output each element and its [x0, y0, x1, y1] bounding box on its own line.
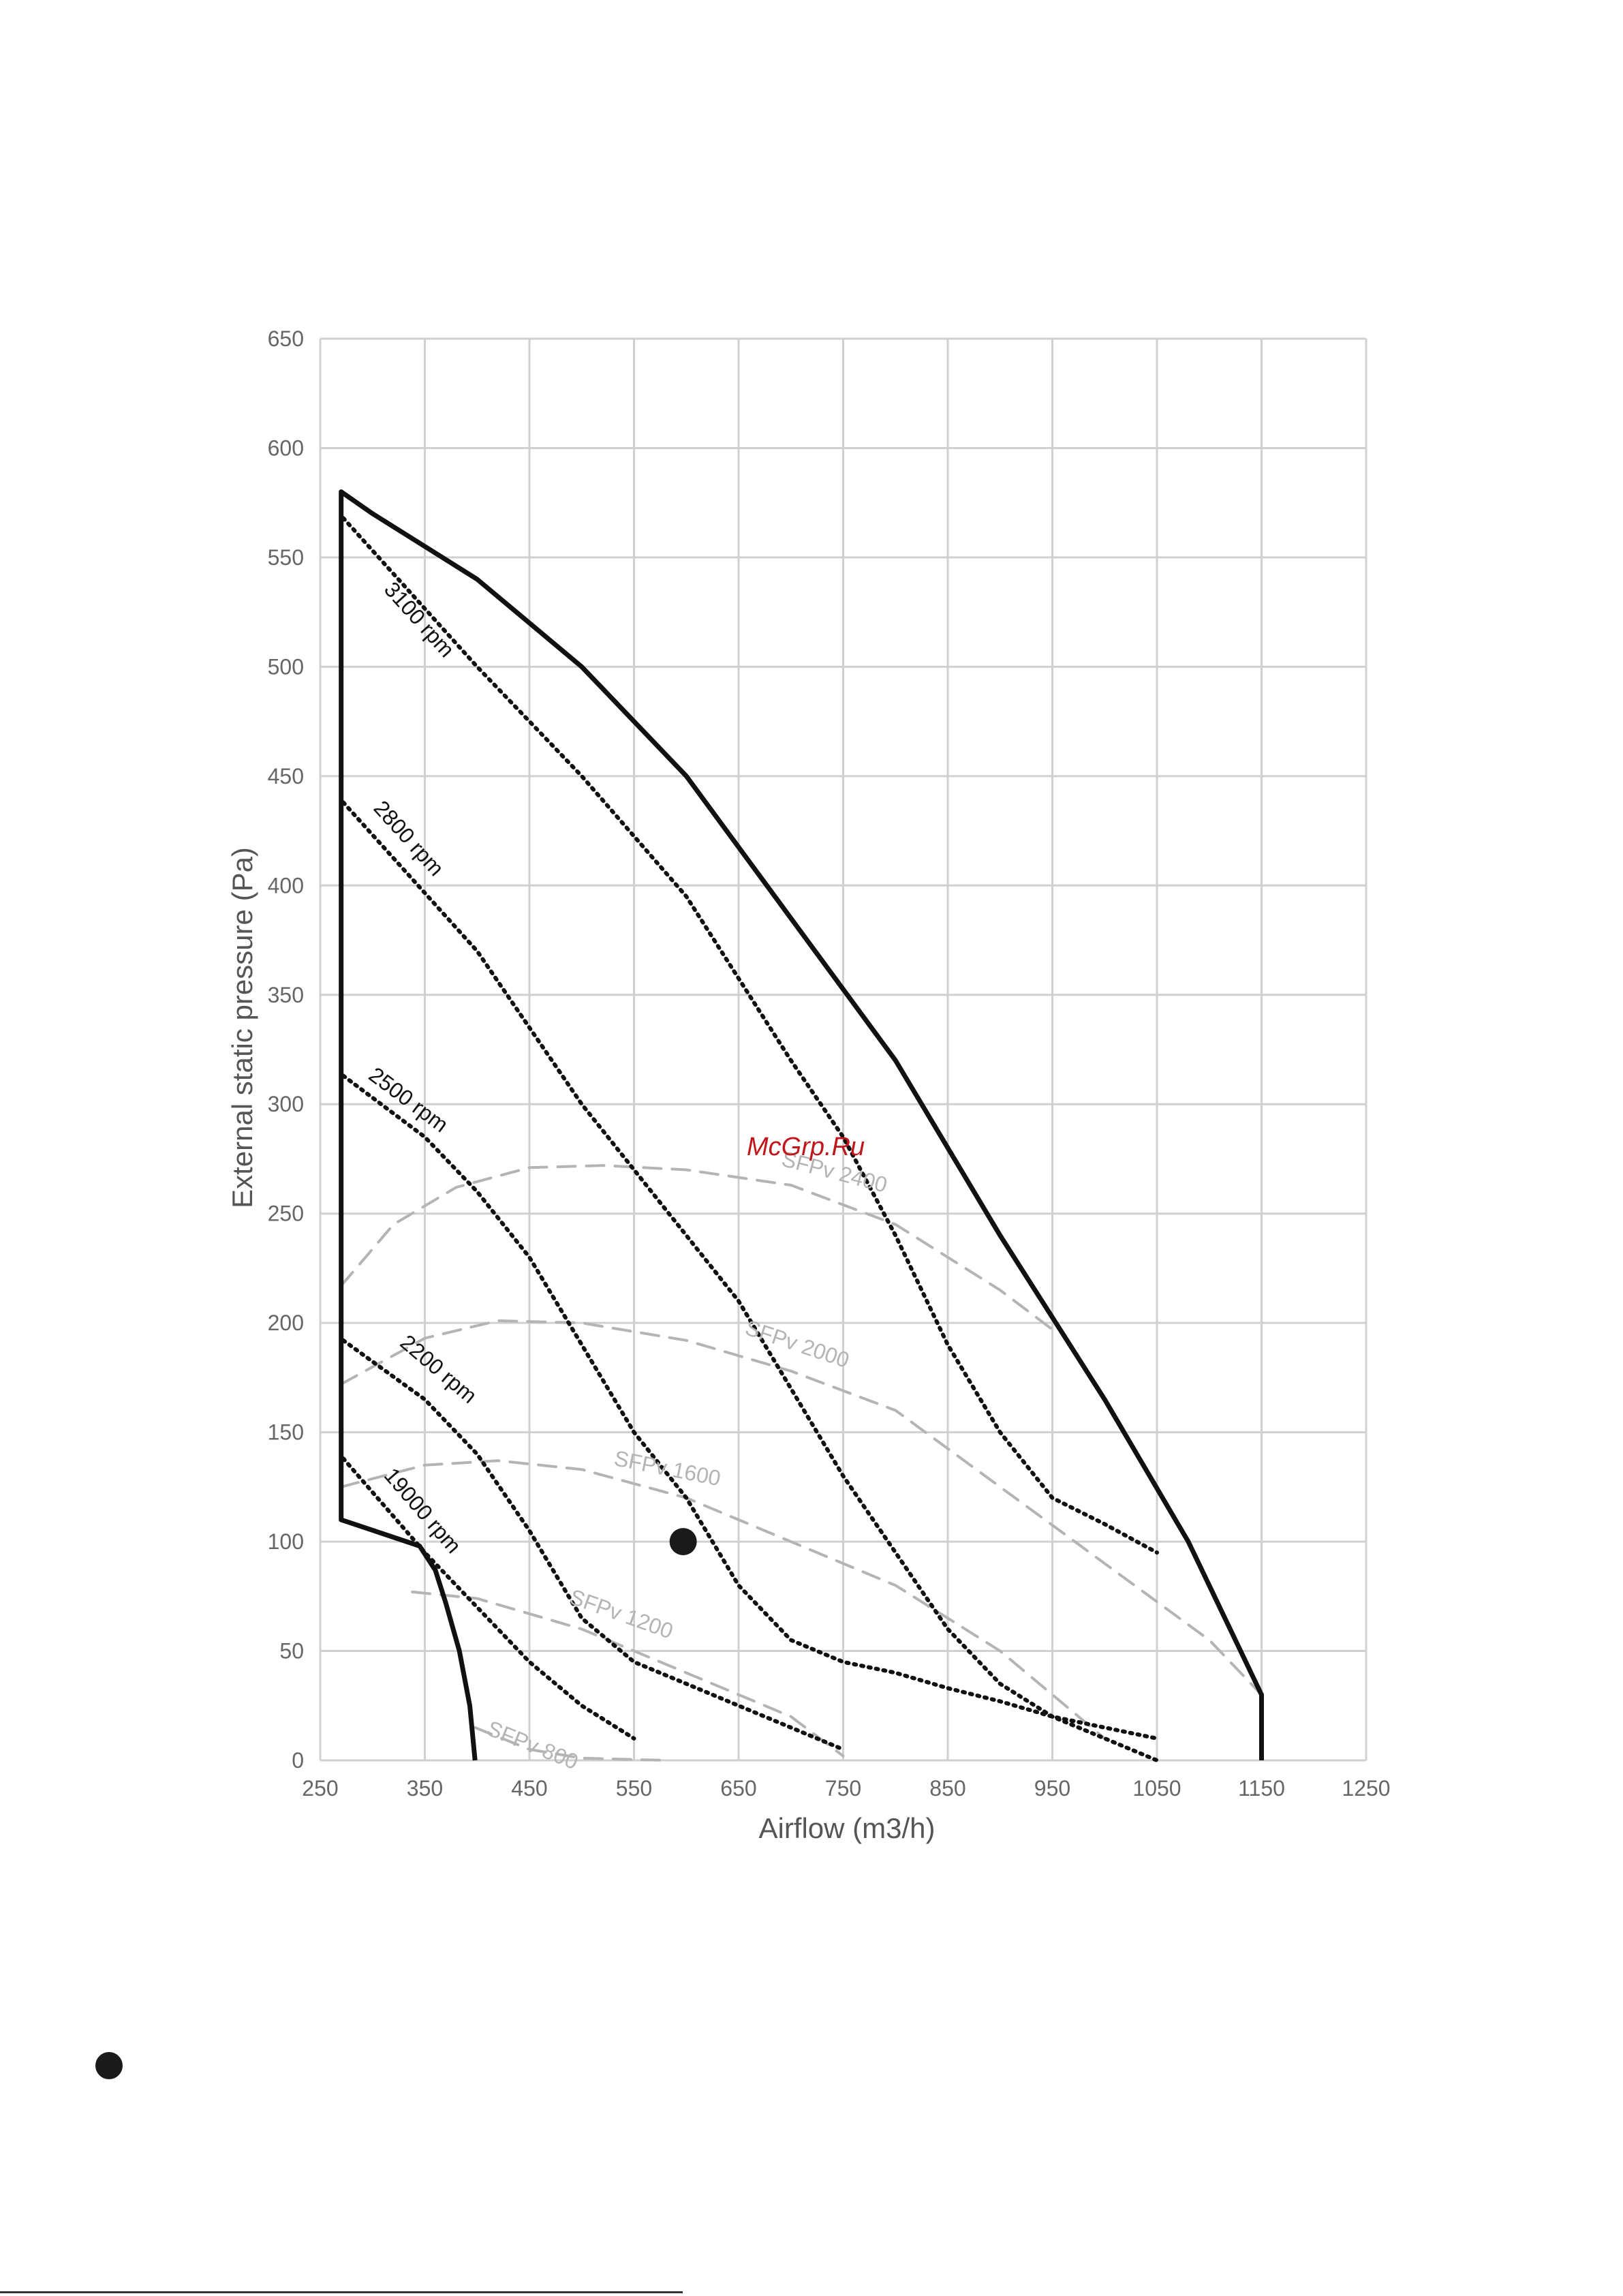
series-2200-rpm: [341, 1338, 846, 1751]
y-tick-label: 150: [268, 1420, 304, 1445]
y-tick-label: 450: [268, 764, 304, 789]
legend-operating-point-marker: [95, 2052, 123, 2079]
series-label-sfpv-1600: SFPv 1600: [612, 1445, 722, 1490]
operating-point: [669, 1528, 697, 1556]
y-tick-label: 100: [268, 1529, 304, 1554]
series-sfpv-2400: [339, 1164, 1054, 1331]
series-2500-rpm: [341, 1073, 1159, 1741]
series-sfpv-800: [474, 1726, 667, 1762]
y-tick-label: 200: [268, 1311, 304, 1335]
envelope-line: [339, 489, 1264, 1761]
y-tick-label: 600: [268, 435, 304, 460]
x-tick-label: 1250: [1342, 1776, 1390, 1801]
y-axis-title: External static pressure (Pa): [226, 847, 258, 1208]
y-tick-label: 50: [279, 1639, 304, 1664]
series-label-sfpv-800: SFPv 800: [484, 1716, 582, 1775]
x-tick-label: 1050: [1132, 1776, 1181, 1801]
sfp-curves: [339, 1164, 1263, 1762]
y-tick-label: 650: [268, 326, 304, 351]
series-sfpv-2000: [339, 1319, 1263, 1696]
operating-envelope: [339, 489, 1264, 1761]
y-tick-label: 550: [268, 545, 304, 570]
series-3100-rpm: [341, 516, 1159, 1555]
series-label-sfpv-1200: SFPv 1200: [566, 1585, 676, 1644]
rpm-curves: [341, 516, 1159, 1762]
y-tick-label: 0: [292, 1748, 304, 1773]
x-axis-title: Airflow (m3/h): [758, 1812, 935, 1844]
watermark-text: McGrp.Ru: [747, 1133, 865, 1161]
footer-divider: [0, 2291, 683, 2293]
series-label-2800-rpm: 2800 rpm: [369, 796, 449, 881]
series-sfpv-1600: [339, 1459, 1107, 1740]
x-tick-label: 650: [720, 1776, 756, 1801]
x-tick-label: 950: [1034, 1776, 1070, 1801]
series-label-19000-rpm: 19000 rpm: [380, 1463, 466, 1558]
x-tick-label: 850: [929, 1776, 965, 1801]
series-label-3100-rpm: 3100 rpm: [380, 577, 459, 662]
series-2800-rpm: [341, 800, 1159, 1762]
axis-ticks: 250 350 450 550 650 750 850 950 1050 1150 1250 0 50 1…: [268, 326, 1391, 1801]
operating-point-layer: [669, 1528, 697, 1556]
x-tick-label: 350: [407, 1776, 443, 1801]
series-19000-rpm: [341, 1456, 636, 1741]
series-sfpv-1200: [411, 1590, 845, 1758]
x-tick-label: 1150: [1238, 1776, 1285, 1801]
y-tick-label: 350: [268, 983, 304, 1007]
series-label-2200-rpm: 2200 rpm: [396, 1330, 482, 1408]
x-tick-label: 750: [825, 1776, 861, 1801]
y-tick-label: 300: [268, 1092, 304, 1116]
y-tick-label: 400: [268, 873, 304, 898]
x-tick-label: 550: [616, 1776, 652, 1801]
grid: [319, 337, 1367, 1762]
y-tick-label: 500: [268, 654, 304, 679]
x-tick-label: 250: [302, 1776, 338, 1801]
x-tick-label: 450: [511, 1776, 547, 1801]
y-tick-label: 250: [268, 1201, 304, 1226]
